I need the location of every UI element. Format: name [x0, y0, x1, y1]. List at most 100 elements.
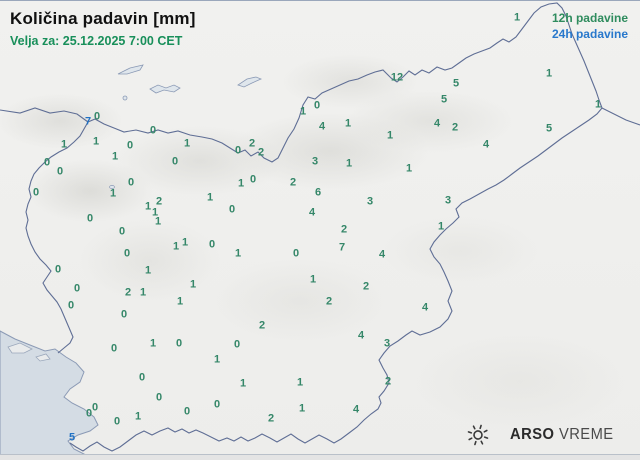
- station-value-12h: 2: [124, 286, 132, 299]
- station-value-12h: 1: [296, 376, 304, 389]
- station-value-12h: 1: [405, 162, 413, 175]
- station-value-12h: 2: [257, 146, 265, 159]
- station-value-12h: 4: [357, 329, 365, 342]
- station-value-12h: 1: [344, 117, 352, 130]
- lake-small: [122, 95, 128, 101]
- station-value-12h: 0: [123, 247, 131, 260]
- station-value-12h: 2: [362, 280, 370, 293]
- station-value-12h: 4: [308, 206, 316, 219]
- legend-24h-padavine[interactable]: 24h padavine: [551, 27, 628, 41]
- station-value-12h: 2: [267, 412, 275, 425]
- station-value-12h: 1: [144, 200, 152, 213]
- station-value-12h: 1: [139, 286, 147, 299]
- station-value-12h: 5: [440, 93, 448, 106]
- station-value-12h: 0: [43, 156, 51, 169]
- station-value-12h: 0: [118, 225, 126, 238]
- lake-ossiach: [117, 64, 144, 75]
- station-value-12h: 0: [56, 165, 64, 178]
- station-value-12h: 1: [134, 410, 142, 423]
- brand-text: ARSO VREME: [510, 426, 614, 444]
- station-value-12h: 5: [452, 77, 460, 90]
- station-value-12h: 0: [126, 139, 134, 152]
- brand-arso: ARSO: [510, 426, 555, 443]
- station-value-12h: 1: [437, 220, 445, 233]
- station-value-12h: 0: [155, 391, 163, 404]
- station-value-12h: 1: [299, 105, 307, 118]
- station-value-12h: 4: [433, 117, 441, 130]
- station-value-12h: 4: [378, 248, 386, 261]
- station-value-12h: 0: [138, 371, 146, 384]
- lake-bled: [109, 185, 115, 189]
- station-value-12h: 4: [318, 120, 326, 133]
- station-value-12h: 0: [175, 337, 183, 350]
- border-croatia-hungary: [601, 107, 640, 126]
- arso-vreme-logo: ARSO VREME: [465, 422, 614, 448]
- station-value-12h: 1: [309, 273, 317, 286]
- station-value-12h: 1: [237, 177, 245, 190]
- station-value-12h: 0: [91, 401, 99, 414]
- sea-adriatic: [0, 330, 99, 460]
- station-value-12h: 2: [155, 195, 163, 208]
- station-value-12h: 0: [113, 415, 121, 428]
- station-value-12h: 0: [171, 155, 179, 168]
- station-value-12h: 1: [594, 98, 602, 111]
- station-value-12h: 3: [311, 155, 319, 168]
- legend: 12h padavine 24h padavine: [552, 10, 628, 42]
- station-value-12h: 2: [451, 121, 459, 134]
- station-value-12h: 0: [67, 299, 75, 312]
- station-value-12h: 1: [386, 129, 394, 142]
- station-value-12h: 2: [289, 176, 297, 189]
- station-value-12h: 0: [93, 110, 101, 123]
- station-value-12h: 1: [234, 247, 242, 260]
- border-slovenia-north: [87, 2, 603, 163]
- station-value-12h: 1: [181, 236, 189, 249]
- station-value-12h: 0: [54, 263, 62, 276]
- station-value-12h: 1: [149, 337, 157, 350]
- station-value-12h: 0: [120, 308, 128, 321]
- station-value-12h: 0: [110, 342, 118, 355]
- station-value-12h: 1: [213, 353, 221, 366]
- station-value-12h: 1: [206, 191, 214, 204]
- station-value-24h: 5: [68, 431, 76, 444]
- station-value-12h: 1: [239, 377, 247, 390]
- station-value-12h: 1: [172, 240, 180, 253]
- station-value-12h: 0: [213, 398, 221, 411]
- station-value-12h: 1: [513, 11, 521, 24]
- station-value-12h: 0: [233, 338, 241, 351]
- station-value-12h: 1: [183, 137, 191, 150]
- lake-woerthersee: [149, 84, 181, 94]
- station-value-12h: 1: [60, 138, 68, 151]
- station-value-12h: 0: [86, 212, 94, 225]
- station-value-12h: 0: [313, 99, 321, 112]
- brand-vreme: VREME: [559, 426, 614, 443]
- station-value-12h: 2: [258, 319, 266, 332]
- station-value-12h: 0: [183, 405, 191, 418]
- legend-12h-padavine[interactable]: 12h padavine: [551, 11, 628, 25]
- station-value-12h: 4: [482, 138, 490, 151]
- station-value-12h: 4: [421, 301, 429, 314]
- lagoon-islets: [7, 342, 51, 362]
- valid-time-label: Velja za: 25.12.2025 7:00 CET: [10, 34, 183, 48]
- station-value-12h: 12: [390, 71, 404, 84]
- station-value-12h: 1: [144, 264, 152, 277]
- station-value-24h: 7: [84, 115, 92, 128]
- station-value-12h: 0: [32, 186, 40, 199]
- station-value-12h: 3: [444, 194, 452, 207]
- station-value-12h: 1: [111, 150, 119, 163]
- station-value-12h: 1: [345, 157, 353, 170]
- station-value-12h: 0: [208, 238, 216, 251]
- station-value-12h: 2: [384, 375, 392, 388]
- station-value-12h: 2: [325, 295, 333, 308]
- station-value-12h: 0: [73, 282, 81, 295]
- bottom-edge-bar: [0, 454, 640, 460]
- station-value-12h: 0: [234, 144, 242, 157]
- station-value-12h: 0: [127, 176, 135, 189]
- station-value-12h: 1: [176, 295, 184, 308]
- station-value-12h: 7: [338, 241, 346, 254]
- lake-klopein: [237, 76, 263, 88]
- station-value-12h: 1: [109, 187, 117, 200]
- station-value-12h: 1: [298, 402, 306, 415]
